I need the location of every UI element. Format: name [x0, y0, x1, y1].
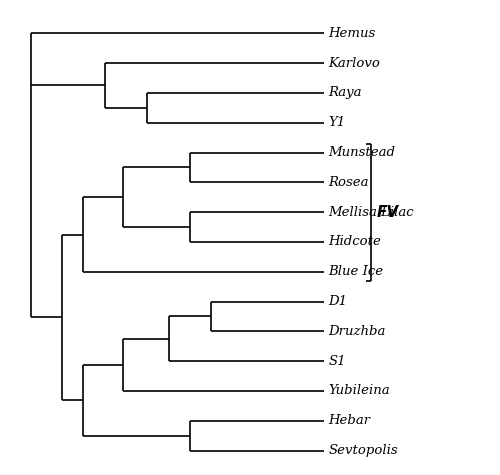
- Text: Yubileina: Yubileina: [328, 384, 390, 398]
- Text: Karlovo: Karlovo: [328, 57, 380, 70]
- Text: Mellisa Lilac: Mellisa Lilac: [328, 206, 414, 219]
- Text: Blue Ice: Blue Ice: [328, 265, 384, 278]
- Text: D1: D1: [328, 295, 347, 308]
- Text: S1: S1: [328, 355, 346, 368]
- Text: Rosea: Rosea: [328, 176, 369, 189]
- Text: Hidcote: Hidcote: [328, 236, 382, 248]
- Text: Hemus: Hemus: [328, 27, 376, 40]
- Text: Raya: Raya: [328, 86, 362, 99]
- Text: Hebar: Hebar: [328, 414, 371, 428]
- Text: Sevtopolis: Sevtopolis: [328, 444, 398, 457]
- Text: Druzhba: Druzhba: [328, 325, 386, 338]
- Text: FV: FV: [377, 205, 399, 219]
- Text: Y1: Y1: [328, 116, 346, 129]
- Text: Munstead: Munstead: [328, 146, 396, 159]
